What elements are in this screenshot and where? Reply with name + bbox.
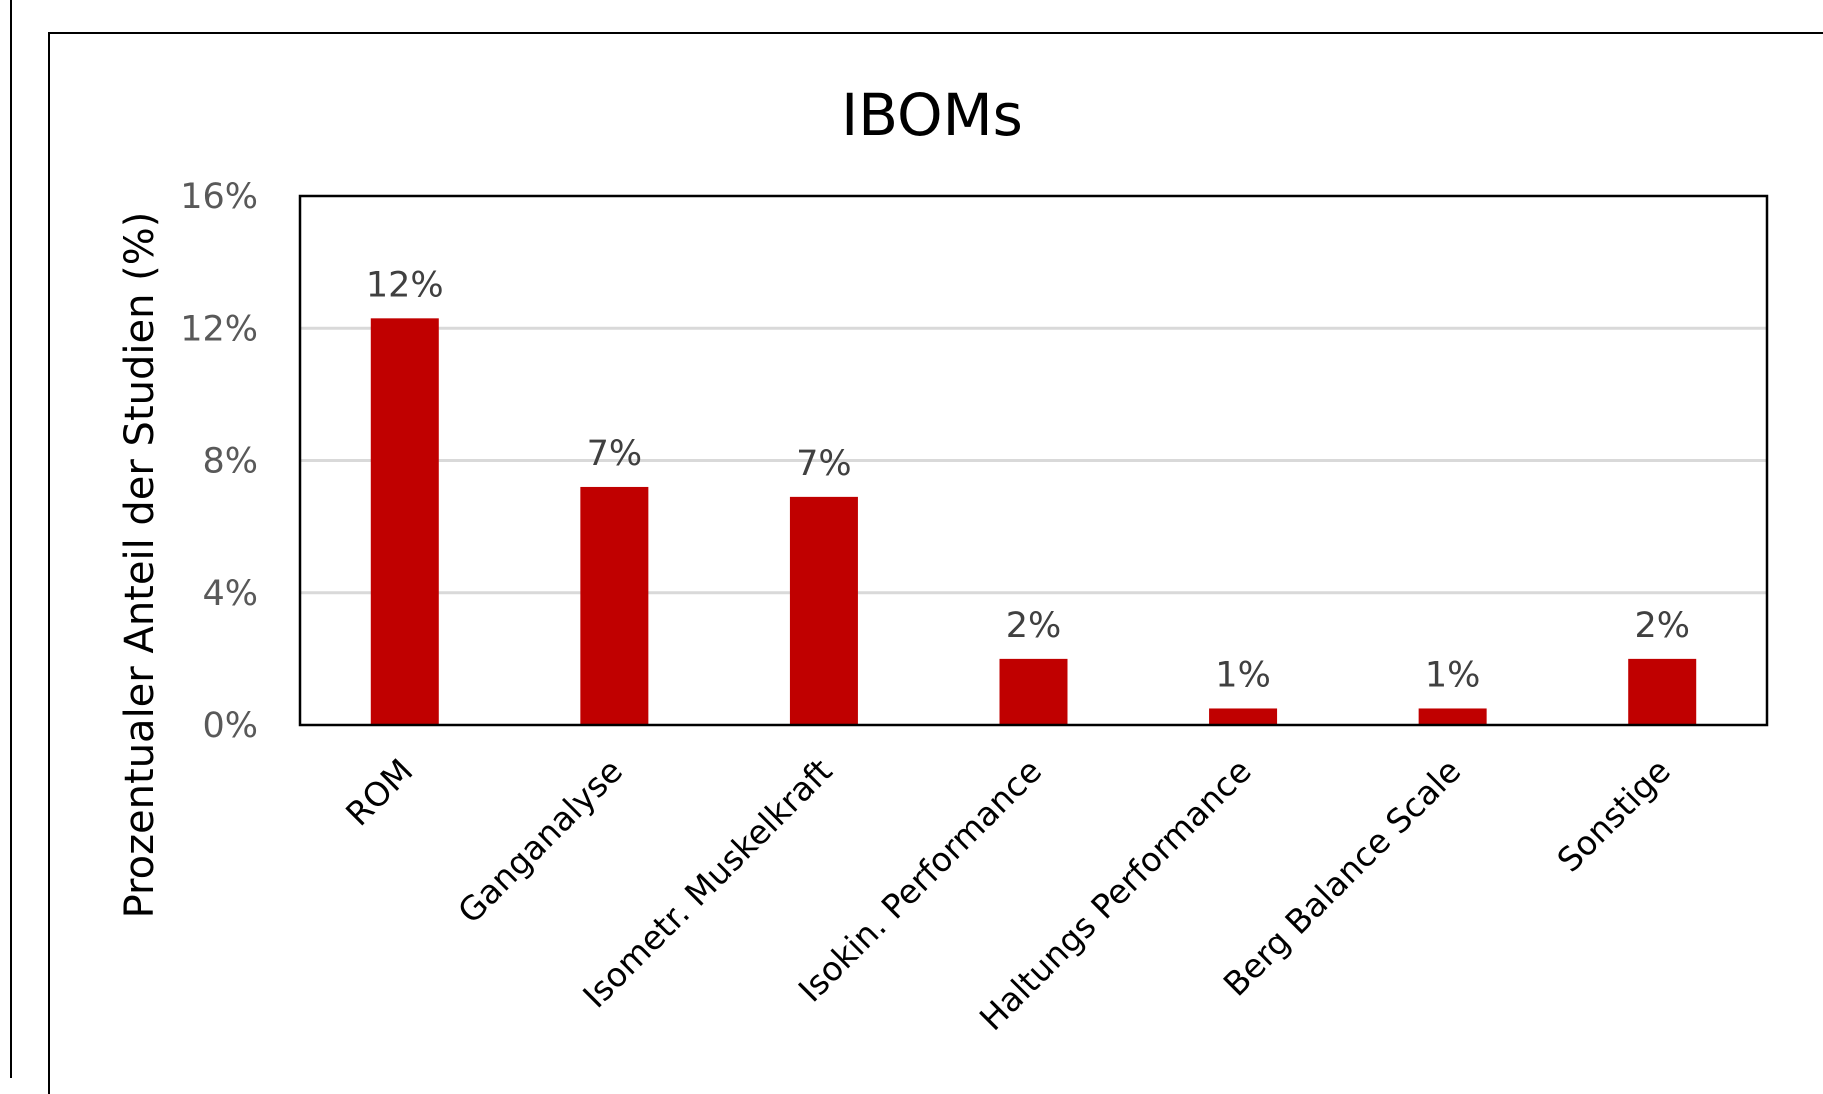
y-tick-label: 0% <box>202 706 258 746</box>
bar <box>789 496 858 725</box>
data-label: 7% <box>587 434 643 474</box>
data-label: 2% <box>1634 606 1690 646</box>
bar <box>1628 658 1697 725</box>
data-label: 1% <box>1425 655 1481 695</box>
x-tick-label: Berg Balance Scale <box>1216 751 1469 1004</box>
bar <box>580 486 649 725</box>
bar <box>370 318 439 725</box>
bar <box>1209 708 1278 725</box>
data-label: 7% <box>796 444 852 484</box>
data-label: 2% <box>1006 606 1062 646</box>
data-label: 12% <box>366 265 444 305</box>
data-label: 1% <box>1215 655 1271 695</box>
bar <box>999 658 1068 725</box>
y-axis-label: Prozentualer Anteil der Studien (%) <box>117 212 163 919</box>
chart-frame <box>48 32 1823 1094</box>
data-labels: 12% 7% 7% 2% 1% 1% 2% <box>366 265 1690 695</box>
grid-lines <box>300 326 1767 595</box>
bars <box>370 318 1697 725</box>
bar <box>1418 708 1487 725</box>
x-tick-label: Sonstige <box>1549 751 1677 879</box>
y-tick-label: 4% <box>202 574 258 614</box>
y-tick-label: 16% <box>180 177 258 217</box>
plot-area-border <box>298 194 1769 727</box>
y-tick-label: 12% <box>180 309 258 349</box>
y-tick-label: 8% <box>202 442 258 482</box>
y-tick-labels: 0% 4% 8% 12% 16% <box>180 177 258 746</box>
page-left-border <box>0 0 12 1078</box>
x-tick-label: ROM <box>338 751 420 833</box>
x-tick-label: Ganganalyse <box>450 751 630 931</box>
chart-title: IBOMs <box>841 81 1023 149</box>
